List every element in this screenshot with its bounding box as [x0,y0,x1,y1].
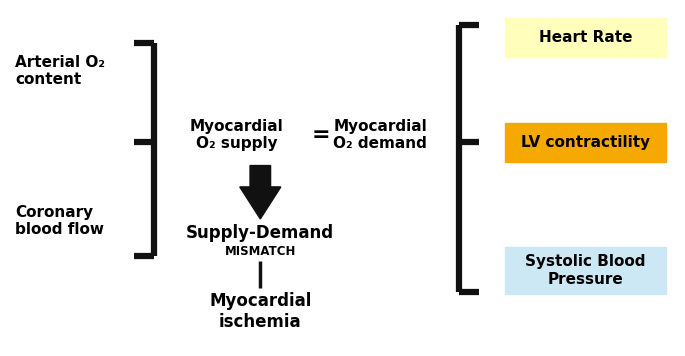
Text: Arterial O₂
content: Arterial O₂ content [15,55,105,88]
Text: Heart Rate: Heart Rate [539,30,632,45]
FancyBboxPatch shape [506,247,666,294]
Text: MISMATCH: MISMATCH [225,245,296,258]
Text: Systolic Blood
Pressure: Systolic Blood Pressure [525,254,646,287]
Text: Myocardial
O₂ supply: Myocardial O₂ supply [190,119,283,152]
Text: Supply-Demand: Supply-Demand [186,224,334,242]
FancyBboxPatch shape [506,123,666,162]
Text: Myocardial
O₂ demand: Myocardial O₂ demand [333,119,427,152]
Text: LV contractility: LV contractility [521,135,650,150]
Text: =: = [311,125,330,145]
Text: Coronary
blood flow: Coronary blood flow [15,204,104,237]
Polygon shape [240,166,281,219]
FancyBboxPatch shape [506,18,666,57]
Text: Myocardial
ischemia: Myocardial ischemia [209,292,312,331]
